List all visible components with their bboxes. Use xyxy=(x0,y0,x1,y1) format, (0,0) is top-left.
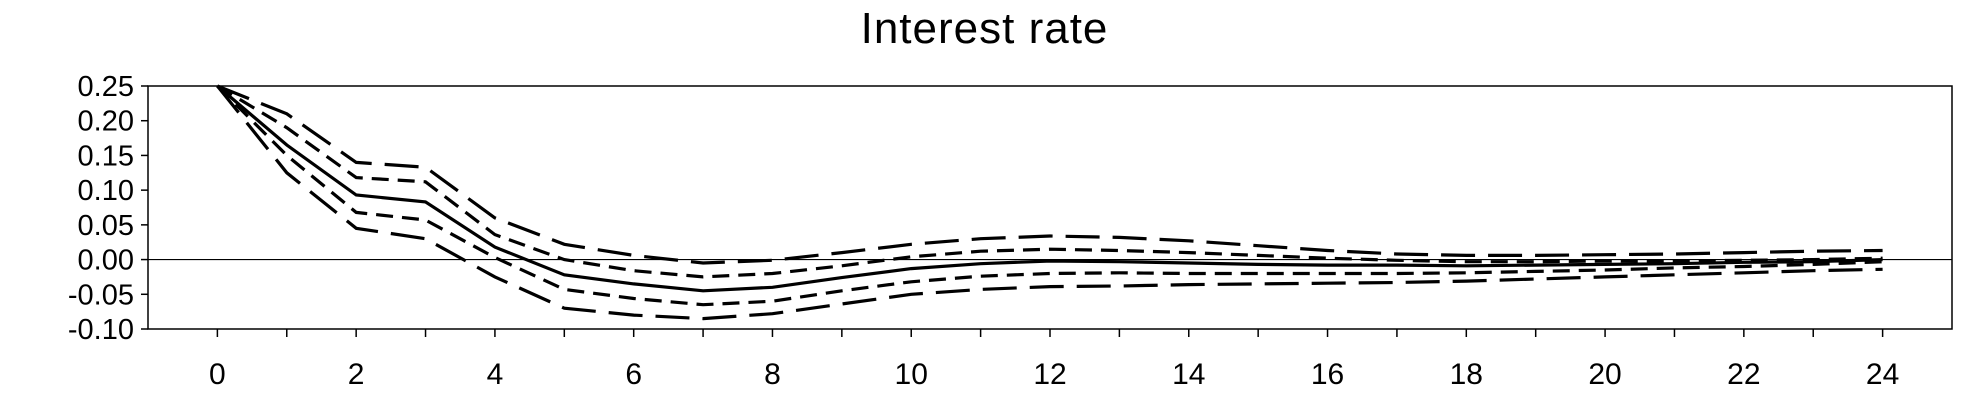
x-tick-label: 12 xyxy=(1033,358,1066,391)
x-tick-label: 18 xyxy=(1450,358,1483,391)
plot-frame xyxy=(147,85,1953,330)
x-tick-label: 4 xyxy=(487,358,504,391)
series-lines xyxy=(216,84,1883,321)
axes xyxy=(147,85,1953,330)
series-line-4 xyxy=(216,85,1883,321)
y-tick-label: 0.10 xyxy=(78,175,134,207)
y-tick-label: 0.25 xyxy=(78,71,134,103)
x-tick-label: 8 xyxy=(764,358,781,391)
series-line-2 xyxy=(216,84,1883,307)
y-tick-label: 0.00 xyxy=(78,245,134,277)
series-line-3 xyxy=(216,84,1883,265)
x-tick-label: 20 xyxy=(1588,358,1621,391)
x-tick-label: 0 xyxy=(209,358,226,391)
series-line-0 xyxy=(216,84,1883,293)
y-tick-label: 0.15 xyxy=(78,140,134,172)
series-line-1 xyxy=(216,84,1883,279)
chart-title: Interest rate xyxy=(860,4,1109,53)
ticks: 0.250.200.150.100.050.00-0.05-0.100 2 4 6 8 1… xyxy=(68,71,1899,391)
x-tick-label: 10 xyxy=(895,358,928,391)
x-tick-label: 14 xyxy=(1172,358,1205,391)
x-tick-label: 24 xyxy=(1866,358,1899,391)
y-tick-label: 0.20 xyxy=(78,106,134,138)
x-tick-label: 6 xyxy=(625,358,642,391)
y-tick-label: -0.05 xyxy=(68,279,134,311)
x-tick-label: 16 xyxy=(1311,358,1344,391)
x-tick-label: 2 xyxy=(348,358,365,391)
y-tick-label: 0.05 xyxy=(78,210,134,242)
y-tick-label: -0.10 xyxy=(68,314,134,346)
x-tick-label: 22 xyxy=(1727,358,1760,391)
